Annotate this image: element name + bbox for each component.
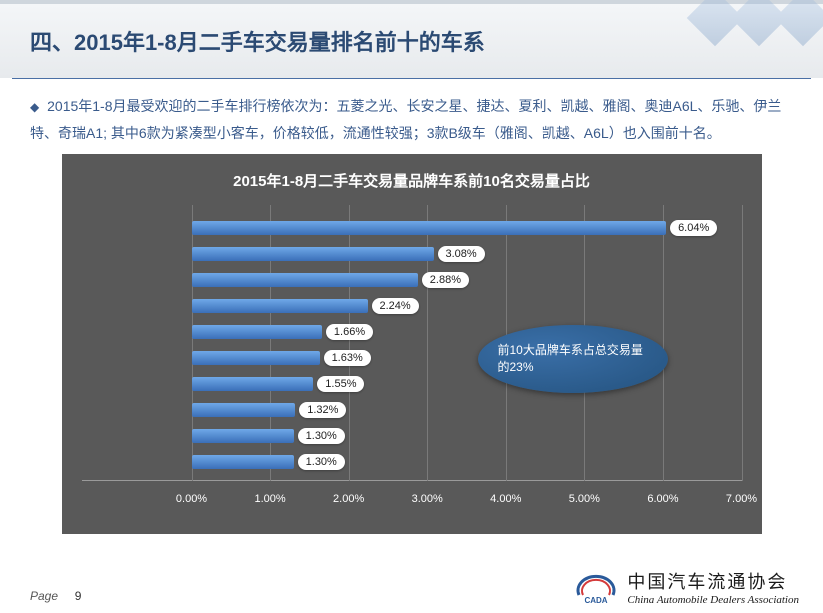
x-tick-label: 0.00% bbox=[176, 493, 207, 505]
chart-plot: 0.00%1.00%2.00%3.00%4.00%5.00%6.00%7.00%… bbox=[82, 205, 742, 505]
grid-line bbox=[742, 205, 743, 481]
x-tick-label: 5.00% bbox=[569, 493, 600, 505]
page-title: 四、2015年1-8月二手车交易量排名前十的车系 bbox=[30, 25, 485, 57]
bar bbox=[192, 325, 322, 339]
cada-logo-icon: CADA bbox=[573, 567, 619, 607]
chart-title: 2015年1-8月二手车交易量品牌车系前10名交易量占比 bbox=[82, 170, 742, 191]
value-label: 6.04% bbox=[670, 220, 717, 236]
value-label: 1.66% bbox=[326, 324, 373, 340]
logo-text: 中国汽车流通协会 China Automobile Dealers Associ… bbox=[627, 568, 799, 606]
chart-container: 2015年1-8月二手车交易量品牌车系前10名交易量占比 0.00% 1.00% 2… bbox=[62, 154, 762, 534]
bar bbox=[192, 403, 296, 417]
grid-line bbox=[663, 205, 664, 481]
x-tick-label: 1.00% bbox=[254, 493, 285, 505]
value-label: 1.30% bbox=[298, 428, 345, 444]
bar bbox=[192, 247, 434, 261]
x-axis bbox=[82, 480, 742, 481]
x-tick-label: 3.00% bbox=[412, 493, 443, 505]
x-tick-label: 6.00% bbox=[647, 493, 678, 505]
bar bbox=[192, 351, 320, 365]
bar bbox=[192, 273, 418, 287]
bar bbox=[192, 455, 294, 469]
header-band: 四、2015年1-8月二手车交易量排名前十的车系 bbox=[0, 0, 823, 78]
value-label: 3.08% bbox=[438, 246, 485, 262]
logo-area: CADA 中国汽车流通协会 China Automobile Dealers A… bbox=[573, 567, 799, 607]
x-tick-label: 2.00% bbox=[333, 493, 364, 505]
bullet-icon: ◆ bbox=[30, 100, 39, 114]
value-label: 2.88% bbox=[422, 272, 469, 288]
x-tick-label: 4.00% bbox=[490, 493, 521, 505]
page-number: 9 bbox=[75, 589, 82, 603]
value-label: 1.30% bbox=[298, 454, 345, 470]
value-label: 1.63% bbox=[324, 350, 371, 366]
svg-text:CADA: CADA bbox=[585, 596, 608, 605]
callout-bubble: 前10大品牌车系占总交易量的23% bbox=[478, 325, 668, 393]
page-label: Page bbox=[30, 589, 58, 603]
value-label: 2.24% bbox=[372, 298, 419, 314]
bar bbox=[192, 377, 314, 391]
bar bbox=[192, 429, 294, 443]
bar bbox=[192, 299, 368, 313]
logo-cn: 中国汽车流通协会 bbox=[627, 568, 799, 594]
description-text: ◆ 2015年1-8月最受欢迎的二手车排行榜依次为：五菱之光、长安之星、捷达、夏… bbox=[0, 89, 823, 154]
bar bbox=[192, 221, 667, 235]
decorative-cubes bbox=[673, 0, 823, 98]
slide: 四、2015年1-8月二手车交易量排名前十的车系 ◆ 2015年1-8月最受欢迎… bbox=[0, 0, 823, 613]
x-tick-label: 7.00% bbox=[726, 493, 757, 505]
value-label: 1.32% bbox=[299, 402, 346, 418]
value-label: 1.55% bbox=[317, 376, 364, 392]
logo-en: China Automobile Dealers Association bbox=[627, 594, 799, 606]
footer: Page 9 bbox=[30, 589, 81, 603]
